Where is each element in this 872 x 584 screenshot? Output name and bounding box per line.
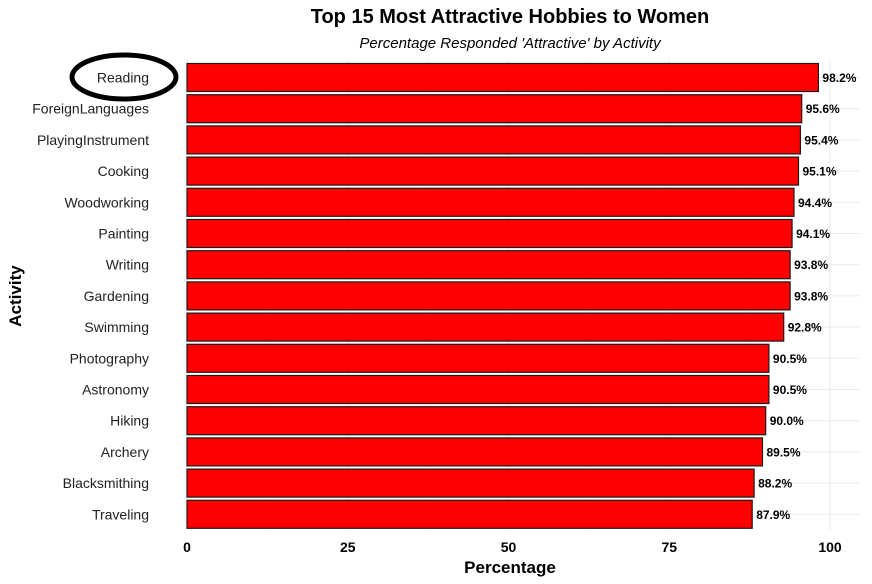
data-label: 95.4% <box>804 133 838 147</box>
category-label: Writing <box>106 257 149 273</box>
category-label: PlayingInstrument <box>37 132 149 148</box>
y-axis-title: Activity <box>6 265 25 327</box>
data-label: 93.8% <box>794 258 828 272</box>
bar <box>186 281 791 311</box>
x-tick-labels: 0 25 50 75 100 <box>183 539 842 555</box>
bar <box>186 437 764 467</box>
x-tick-label: 50 <box>501 539 517 555</box>
data-label: 92.8% <box>788 321 822 335</box>
category-label: Woodworking <box>64 194 149 210</box>
x-tick-label: 0 <box>183 539 191 555</box>
category-label: ForeignLanguages <box>32 101 149 117</box>
data-label: 94.4% <box>798 196 832 210</box>
data-label: 87.9% <box>756 508 790 522</box>
highlight-ellipse <box>69 52 179 102</box>
category-label: Swimming <box>84 319 149 335</box>
x-tick-label: 75 <box>661 539 677 555</box>
category-label: Hiking <box>110 413 149 429</box>
data-label: 95.6% <box>806 102 840 116</box>
bar <box>186 62 820 93</box>
x-tick-label: 100 <box>818 539 842 555</box>
data-label: 89.5% <box>766 445 800 459</box>
category-label: Painting <box>98 226 149 242</box>
bar <box>186 343 770 373</box>
category-label: Gardening <box>84 288 149 304</box>
data-label: 95.1% <box>802 165 836 179</box>
bar <box>186 187 795 217</box>
category-label: Reading <box>97 70 149 86</box>
bar <box>186 468 755 498</box>
data-label: 90.0% <box>770 414 804 428</box>
data-labels: 98.2% 95.6% 95.4% 95.1% 94.4% 94.1% 93.8% 93.8%… <box>756 71 857 522</box>
category-label: Archery <box>101 444 149 460</box>
bar <box>186 156 800 186</box>
bar <box>186 406 767 436</box>
category-label: Photography <box>70 350 149 366</box>
x-axis-title: Percentage <box>464 558 556 577</box>
bar <box>186 125 802 155</box>
bar <box>186 499 753 529</box>
category-label: Astronomy <box>82 382 149 398</box>
chart-title: Top 15 Most Attractive Hobbies to Women <box>311 6 710 28</box>
bar <box>186 218 793 249</box>
category-label: Cooking <box>98 163 149 179</box>
category-label: Blacksmithing <box>63 475 149 491</box>
bar <box>186 312 785 342</box>
bar <box>186 374 770 405</box>
bar <box>186 250 791 280</box>
data-label: 90.5% <box>773 383 807 397</box>
category-labels: Reading ForeignLanguages PlayingInstrument… <box>32 70 149 523</box>
category-label: Traveling <box>92 506 149 522</box>
bar <box>186 94 803 124</box>
data-label: 88.2% <box>758 477 792 491</box>
chart-subtitle: Percentage Responded 'Attractive' by Act… <box>359 35 662 52</box>
bars <box>186 62 820 529</box>
data-label: 98.2% <box>822 71 856 85</box>
data-label: 90.5% <box>773 352 807 366</box>
data-label: 94.1% <box>796 227 830 241</box>
x-tick-label: 25 <box>340 539 356 555</box>
data-label: 93.8% <box>794 289 828 303</box>
